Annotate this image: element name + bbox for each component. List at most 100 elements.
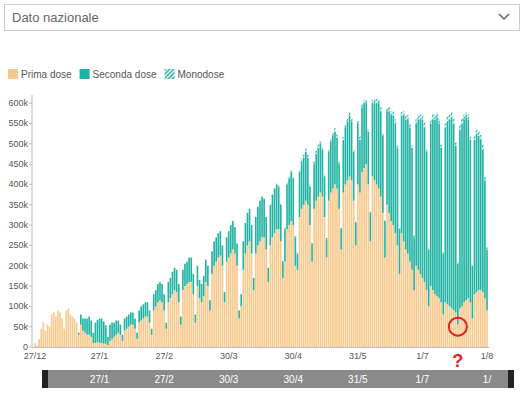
bar-segment bbox=[317, 148, 319, 197]
bar-segment bbox=[272, 237, 274, 347]
y-tick bbox=[29, 225, 32, 226]
bar-segment bbox=[445, 123, 447, 127]
bar-segment bbox=[55, 316, 57, 317]
bar-segment bbox=[297, 252, 299, 253]
bar-segment bbox=[440, 302, 442, 347]
bar-segment bbox=[53, 312, 55, 347]
slider-range[interactable] bbox=[48, 370, 508, 388]
bar-segment bbox=[261, 196, 263, 197]
bar-segment bbox=[111, 339, 113, 347]
dropdown-box[interactable] bbox=[5, 5, 520, 31]
bar-segment bbox=[397, 148, 399, 246]
bar-segment bbox=[38, 339, 40, 347]
bar-segment bbox=[149, 310, 151, 311]
bar-segment bbox=[461, 306, 463, 347]
bar-segment bbox=[115, 335, 117, 347]
bar-segment bbox=[274, 188, 276, 233]
y-tick-label: 100k bbox=[8, 301, 28, 311]
bar-segment bbox=[197, 265, 199, 266]
bar-segment bbox=[234, 254, 236, 347]
bar-segment bbox=[78, 335, 80, 347]
y-tick-label: 250k bbox=[8, 240, 28, 250]
bar-segment bbox=[70, 314, 72, 315]
bar-segment bbox=[76, 322, 78, 323]
y-tick bbox=[29, 326, 32, 327]
bar-segment bbox=[290, 170, 292, 172]
chart-root: Dato nazionalePrima doseSeconda doseMono… bbox=[0, 0, 525, 400]
bar-segment bbox=[188, 257, 190, 258]
bar-segment bbox=[384, 220, 386, 221]
bar-segment bbox=[126, 316, 128, 317]
bar-segment bbox=[47, 325, 49, 347]
bar-segment bbox=[426, 149, 428, 152]
bar-segment bbox=[451, 308, 453, 347]
bar-segment bbox=[78, 332, 80, 333]
bar-segment bbox=[222, 266, 224, 347]
bar-segment bbox=[432, 290, 434, 347]
bar-segment bbox=[453, 310, 455, 347]
bar-segment bbox=[380, 197, 382, 347]
bar-segment bbox=[103, 321, 105, 322]
bar-segment bbox=[378, 103, 380, 188]
bar-segment bbox=[203, 276, 205, 296]
bar-segment bbox=[370, 212, 372, 213]
bar-segment bbox=[424, 123, 426, 128]
bar-segment bbox=[176, 269, 178, 270]
bar-segment bbox=[415, 123, 417, 265]
bar-segment bbox=[253, 290, 255, 347]
bar-segment bbox=[245, 254, 247, 347]
bar-segment bbox=[395, 119, 397, 123]
bar-segment bbox=[449, 119, 451, 306]
bar-segment bbox=[465, 112, 467, 117]
bar-segment bbox=[270, 204, 272, 205]
bar-segment bbox=[145, 302, 147, 316]
bar-segment bbox=[482, 292, 484, 347]
bar-segment bbox=[197, 266, 199, 286]
bar-segment bbox=[332, 136, 334, 189]
bar-segment bbox=[63, 329, 65, 347]
bar-segment bbox=[284, 228, 286, 230]
bar-segment bbox=[209, 300, 211, 310]
bar-segment bbox=[474, 140, 476, 294]
bar-segment bbox=[40, 329, 42, 347]
bar-segment bbox=[240, 306, 242, 347]
bar-segment bbox=[395, 233, 397, 347]
bar-segment bbox=[311, 243, 313, 261]
bar-segment bbox=[149, 310, 151, 322]
bar-segment bbox=[359, 193, 361, 347]
bar-segment bbox=[320, 144, 322, 193]
bar-segment bbox=[324, 217, 326, 347]
bar-segment bbox=[195, 323, 197, 347]
bar-segment bbox=[51, 314, 53, 315]
bar-segment bbox=[190, 282, 192, 347]
bar-segment bbox=[153, 294, 155, 295]
bar-segment bbox=[61, 318, 63, 319]
bar-segment bbox=[359, 140, 361, 193]
bar-segment bbox=[276, 183, 278, 185]
bar-segment bbox=[105, 344, 107, 347]
y-tick bbox=[29, 265, 32, 266]
bar-segment bbox=[436, 112, 438, 117]
bar-segment bbox=[386, 108, 388, 111]
slider-label: 27/1 bbox=[90, 374, 110, 385]
bar-segment bbox=[178, 302, 180, 347]
bar-segment bbox=[74, 318, 76, 319]
bar-segment bbox=[303, 158, 305, 205]
bar-segment bbox=[326, 239, 328, 257]
bar-segment bbox=[372, 100, 374, 103]
bar-segment bbox=[409, 262, 411, 347]
bar-segment bbox=[51, 314, 53, 347]
bar-segment bbox=[374, 99, 376, 103]
bar-segment bbox=[192, 274, 194, 294]
slider-track[interactable] bbox=[42, 370, 514, 388]
bar-segment bbox=[238, 319, 240, 347]
bar-segment bbox=[357, 121, 359, 123]
bar-segment bbox=[290, 172, 292, 221]
x-tick-label: 1/7 bbox=[416, 351, 429, 361]
bar-segment bbox=[320, 193, 322, 347]
bar-segment bbox=[374, 180, 376, 347]
bar-segment bbox=[467, 115, 469, 120]
bar-segment bbox=[347, 180, 349, 347]
y-tick bbox=[29, 184, 32, 185]
bar-segment bbox=[472, 266, 474, 319]
